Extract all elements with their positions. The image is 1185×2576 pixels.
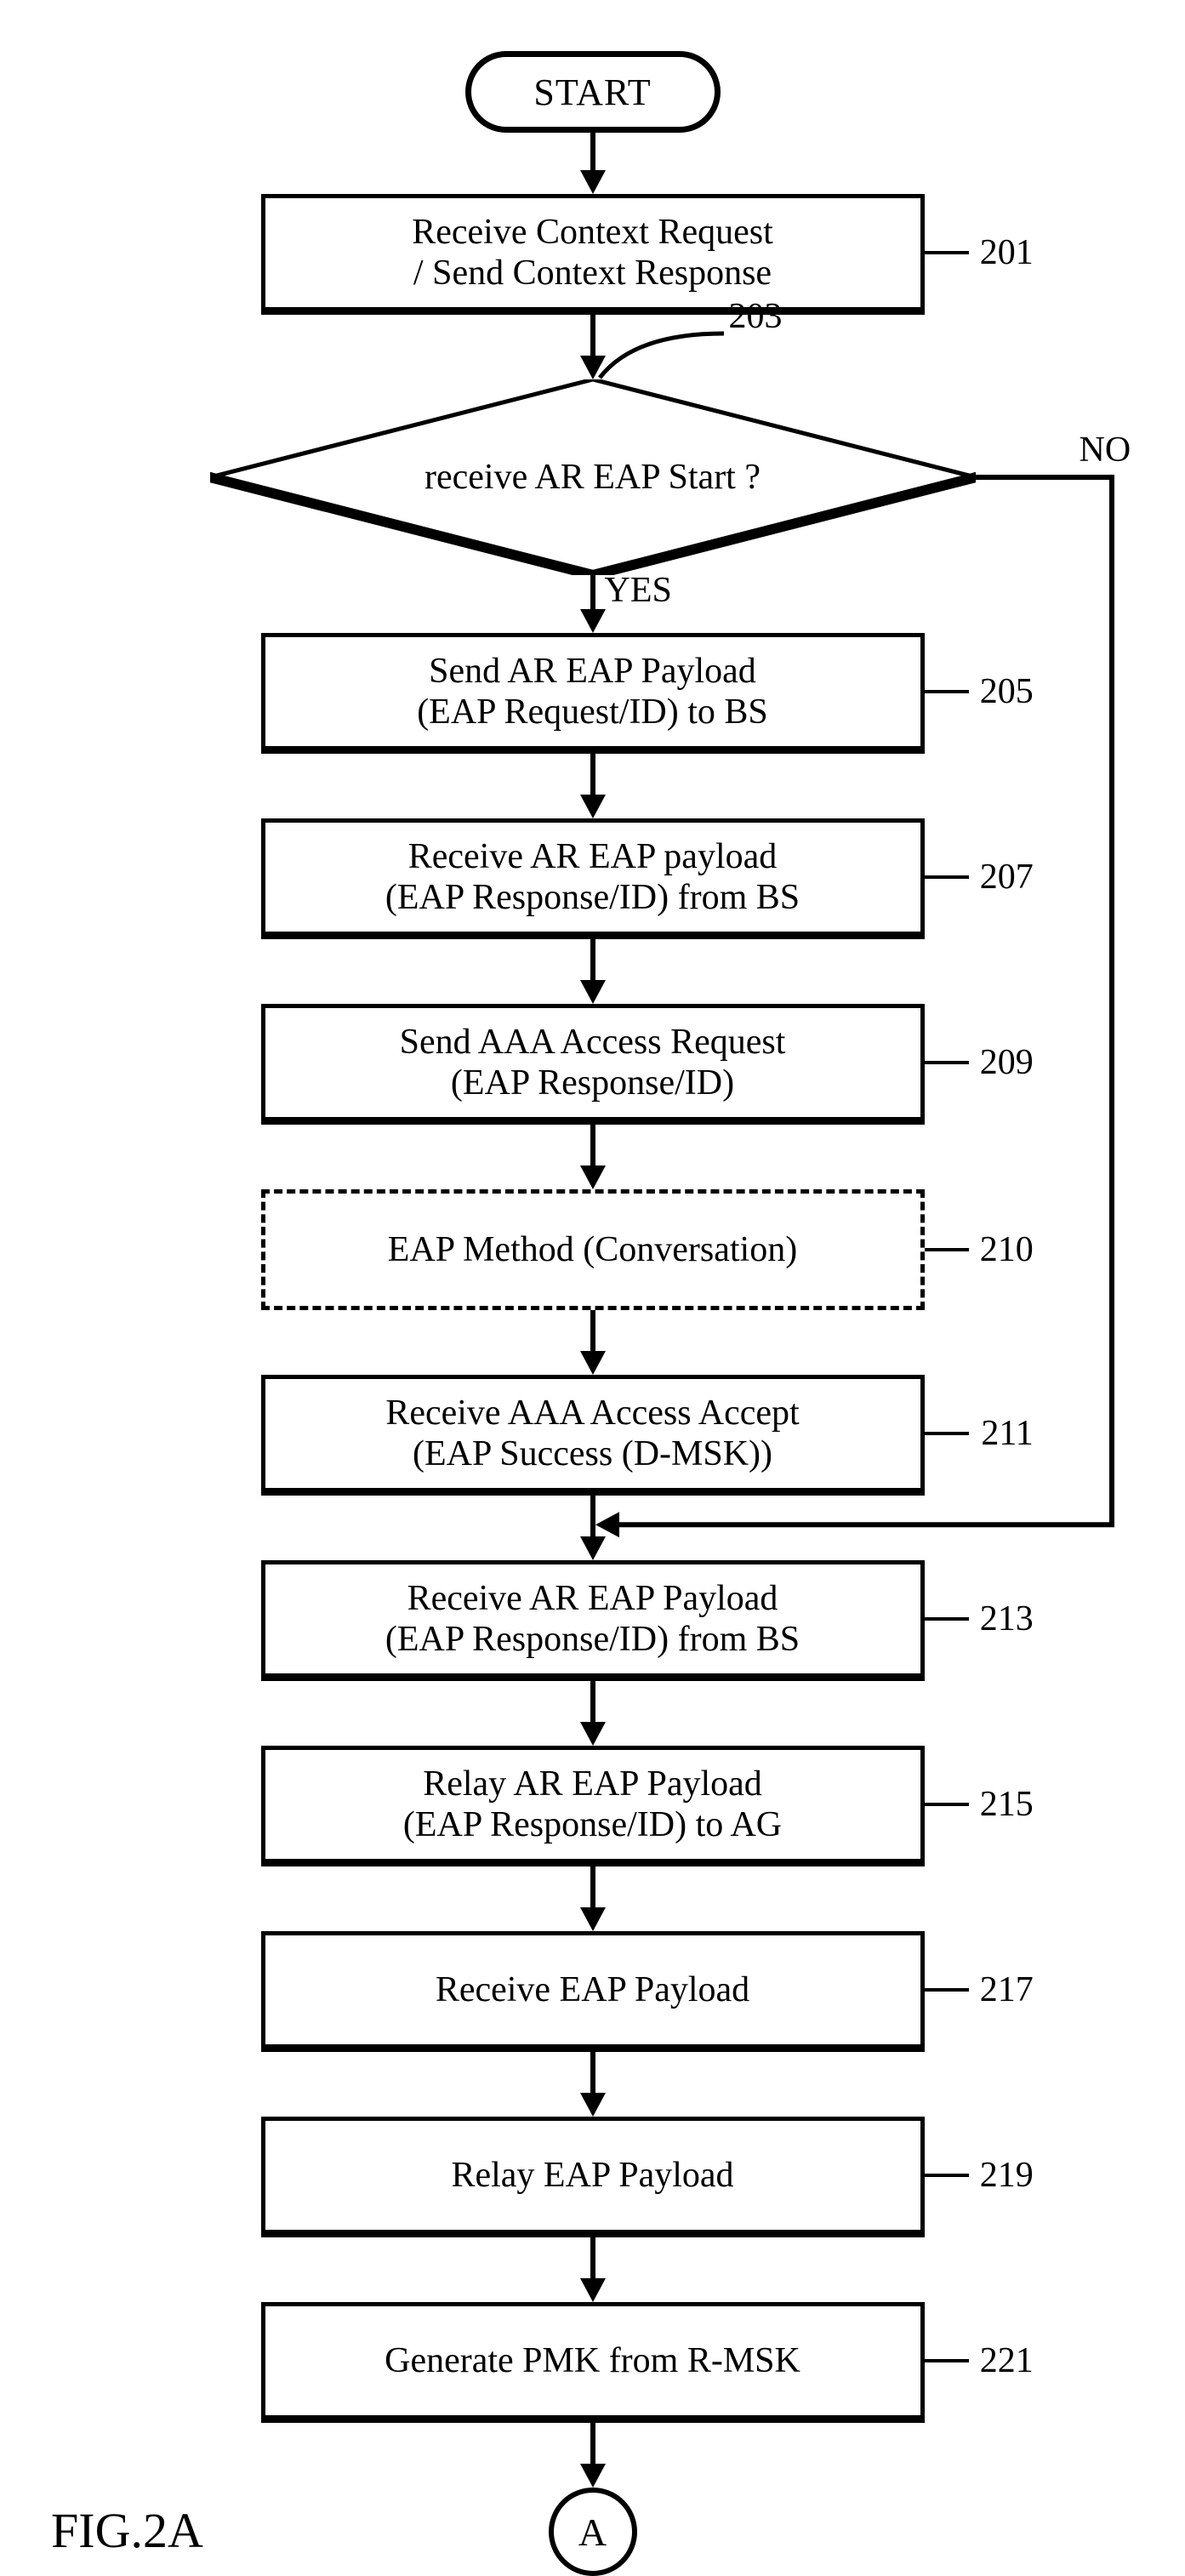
connector-label: A bbox=[578, 2510, 607, 2555]
off-page-connector: A bbox=[549, 2488, 637, 2576]
process-node-dashed: EAP Method (Conversation)210 bbox=[261, 1189, 925, 1310]
arrow-down bbox=[580, 1681, 606, 1746]
process-label: EAP Method (Conversation) bbox=[388, 1229, 797, 1270]
arrow-down bbox=[580, 2052, 606, 2117]
step-number: 213 bbox=[980, 1599, 1034, 1639]
process-node: Receive AAA Access Accept(EAP Success (D… bbox=[261, 1375, 925, 1496]
arrow-down bbox=[580, 754, 606, 818]
start-terminator: START bbox=[465, 51, 721, 133]
step-leader bbox=[925, 690, 969, 693]
process-node: Relay EAP Payload219 bbox=[261, 2117, 925, 2237]
process-label: Send AR EAP Payload(EAP Request/ID) to B… bbox=[417, 651, 768, 733]
process-label: Generate PMK from R-MSK bbox=[385, 2340, 800, 2381]
process-label: Receive EAP Payload bbox=[436, 1969, 749, 2010]
edge-label-yes: YES bbox=[605, 570, 672, 611]
arrow-down bbox=[580, 133, 606, 194]
arrow-down bbox=[580, 2423, 606, 2488]
arrow-down bbox=[580, 1866, 606, 1931]
process-node: Relay AR EAP Payload(EAP Response/ID) to… bbox=[261, 1746, 925, 1866]
process-node: Send AAA Access Request(EAP Response/ID)… bbox=[261, 1004, 925, 1125]
process-node: Receive AR EAP payload(EAP Response/ID) … bbox=[261, 818, 925, 939]
step-number-203: 203 bbox=[729, 296, 783, 337]
step-number: 221 bbox=[980, 2340, 1034, 2381]
figure-label: FIG.2A bbox=[51, 2502, 203, 2559]
step-leader bbox=[925, 251, 969, 254]
process-label: Receive AAA Access Accept(EAP Success (D… bbox=[385, 1393, 799, 1475]
arrow-down bbox=[580, 1125, 606, 1189]
edge-label-no: NO bbox=[1080, 430, 1131, 470]
step-leader bbox=[925, 1988, 969, 1992]
step-number: 215 bbox=[980, 1784, 1034, 1825]
process-label: Send AAA Access Request(EAP Response/ID) bbox=[400, 1022, 786, 1104]
process-label: Receive AR EAP payload(EAP Response/ID) … bbox=[385, 836, 800, 919]
step-leader bbox=[925, 2174, 969, 2177]
process-label: Receive AR EAP Payload(EAP Response/ID) … bbox=[385, 1578, 800, 1661]
step-leader bbox=[925, 875, 969, 879]
process-node: Receive Context Request/ Send Context Re… bbox=[261, 194, 925, 315]
arrow-down bbox=[580, 2237, 606, 2302]
process-node: Send AR EAP Payload(EAP Request/ID) to B… bbox=[261, 633, 925, 754]
flow-column: START Receive Context Request/ Send Conte… bbox=[125, 51, 1061, 2576]
flowchart-page: START Receive Context Request/ Send Conte… bbox=[0, 0, 1185, 2365]
step-leader bbox=[925, 1617, 969, 1621]
process-node: Receive AR EAP Payload(EAP Response/ID) … bbox=[261, 1560, 925, 1681]
step-leader bbox=[925, 1248, 969, 1251]
step-leader bbox=[925, 2359, 969, 2362]
step-leader bbox=[925, 1061, 969, 1064]
decision-node: receive AR EAP Start ? bbox=[210, 379, 976, 575]
process-label: Relay AR EAP Payload(EAP Response/ID) to… bbox=[403, 1764, 782, 1846]
arrow-down bbox=[580, 939, 606, 1004]
arrow-down bbox=[580, 575, 606, 633]
step-leader bbox=[925, 1803, 969, 1806]
step-number: 210 bbox=[980, 1229, 1034, 1270]
step-number: 211 bbox=[981, 1413, 1033, 1454]
step-number: 219 bbox=[980, 2155, 1034, 2196]
step-number: 207 bbox=[980, 857, 1034, 898]
arrow-down bbox=[580, 1310, 606, 1375]
start-label: START bbox=[533, 71, 651, 114]
process-node: Generate PMK from R-MSK221 bbox=[261, 2302, 925, 2423]
arrow-down bbox=[580, 315, 606, 379]
arrow-down bbox=[580, 1496, 606, 1560]
step-number: 201 bbox=[980, 232, 1034, 273]
step-leader bbox=[925, 1432, 969, 1435]
step-number: 217 bbox=[980, 1969, 1034, 2010]
process-label: Relay EAP Payload bbox=[451, 2155, 733, 2196]
process-label: Receive Context Request/ Send Context Re… bbox=[412, 212, 773, 294]
step-number: 205 bbox=[980, 671, 1034, 712]
step-number: 209 bbox=[980, 1042, 1034, 1083]
process-node: Receive EAP Payload217 bbox=[261, 1931, 925, 2052]
